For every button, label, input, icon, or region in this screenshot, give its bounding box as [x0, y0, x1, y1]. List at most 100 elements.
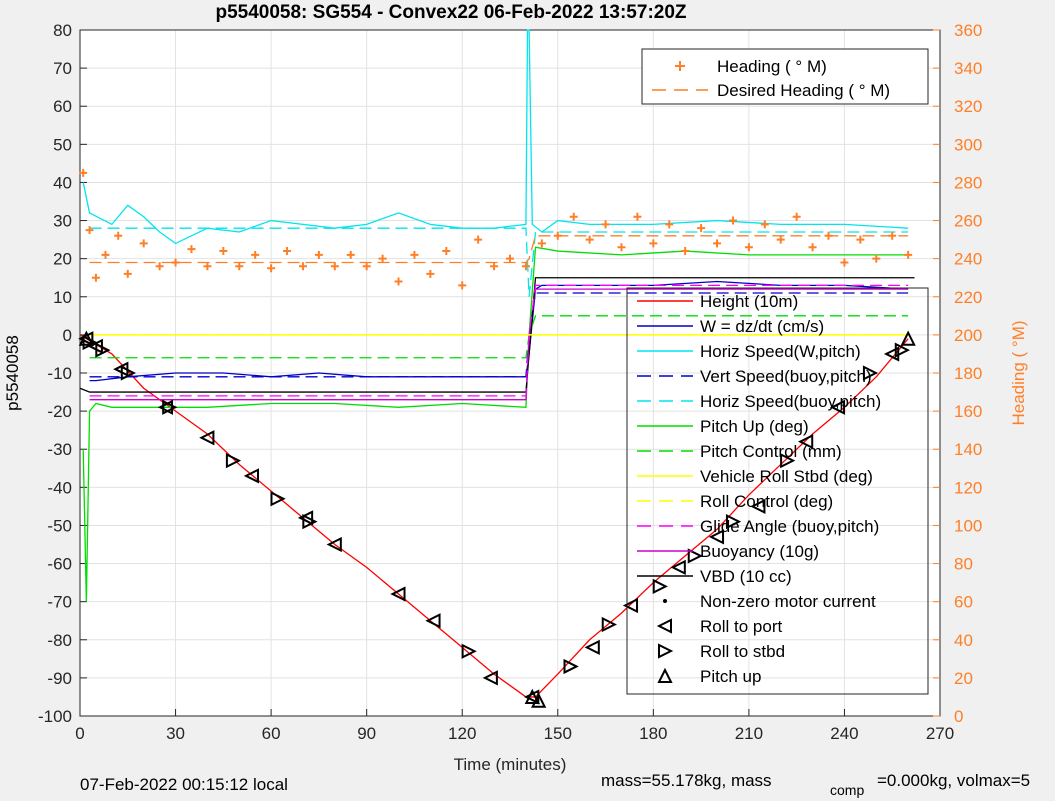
y-tick-label: 50 [53, 135, 72, 154]
y-right-tick-label: 160 [954, 402, 982, 421]
y-tick-label: 60 [53, 97, 72, 116]
roll-port-marker [797, 433, 814, 450]
roll-stbd-marker [725, 514, 742, 530]
legend-label: VBD (10 cc) [700, 567, 792, 586]
heading-point [776, 235, 785, 244]
y-tick-label: 70 [53, 59, 72, 78]
roll-stbd-marker [563, 658, 579, 675]
heading-point [840, 258, 849, 267]
roll-stbd-marker [601, 616, 617, 633]
y-right-tick-label: 360 [954, 21, 982, 40]
legend-label: Horiz Speed(W,pitch) [700, 342, 861, 361]
roll-stbd-marker [120, 365, 137, 381]
heading-point [330, 262, 339, 271]
heading-point [298, 262, 307, 271]
pitch-up-marker [900, 330, 916, 346]
legend-swatch [657, 667, 673, 683]
y-right-tick-label: 100 [954, 516, 982, 535]
y-right-tick-label: 300 [954, 135, 982, 154]
heading-point [760, 220, 769, 229]
roll-port-marker [708, 529, 725, 545]
y-right-tick-label: 280 [954, 173, 982, 192]
roll-stbd-marker [862, 365, 879, 381]
y-axis-label: p5540058 [3, 335, 22, 411]
heading-point [114, 231, 123, 240]
x-tick-label: 150 [544, 724, 572, 743]
heading-point [283, 247, 292, 256]
heading-point [681, 247, 690, 256]
roll-stbd-marker [461, 643, 477, 659]
y-right-tick-label: 340 [954, 59, 982, 78]
legend-swatch [663, 599, 667, 603]
legend-label: Buoyancy (10g) [700, 542, 819, 561]
heading-point [203, 262, 212, 271]
volmax-label: =0.000kg, volmax=5 [877, 771, 1031, 790]
legend-swatch [658, 643, 674, 659]
series-2-line [82, 29, 909, 245]
y-right-tick-label: 120 [954, 478, 982, 497]
roll-port-marker [326, 536, 342, 553]
heading-point [235, 262, 244, 271]
x-tick-label: 120 [448, 724, 476, 743]
roll-port-marker [622, 597, 639, 614]
y-tick-label: 20 [53, 250, 72, 269]
roll-stbd-marker [225, 453, 242, 469]
heading-point [713, 239, 722, 248]
legend-label: Roll to stbd [700, 642, 785, 661]
x-tick-label: 270 [926, 724, 954, 743]
roll-port-marker [199, 430, 215, 446]
legend-label: Pitch Up (deg) [700, 417, 809, 436]
heading-point [744, 243, 753, 252]
heading-point [458, 281, 467, 290]
heading-point [490, 262, 499, 271]
heading-point [665, 220, 674, 229]
heading-point [506, 254, 514, 263]
heading-point [442, 247, 451, 256]
heading-point [728, 216, 737, 225]
heading-point [537, 239, 546, 248]
roll-stbd-marker [687, 548, 703, 564]
y-tick-label: -40 [47, 478, 72, 497]
y-right-tick-label: 60 [954, 593, 973, 612]
x-axis-label: Time (minutes) [454, 755, 567, 774]
y-right-tick-label: 80 [954, 555, 973, 574]
heading-legend-label: Desired Heading ( ° M) [717, 81, 890, 100]
roll-port-marker [78, 331, 94, 347]
heading-legend-box [641, 48, 929, 105]
roll-stbd-marker [162, 399, 178, 415]
y-tick-label: -10 [47, 364, 72, 383]
heading-point [346, 250, 355, 259]
heading-point [808, 243, 817, 252]
legend-label: Vehicle Roll Stbd (deg) [700, 467, 873, 486]
y-tick-label: -20 [47, 402, 72, 421]
legend-label: W = dz/dt (cm/s) [700, 317, 824, 336]
roll-stbd-marker [652, 578, 668, 595]
x-tick-label: 30 [166, 724, 185, 743]
y-right-tick-label: 220 [954, 288, 982, 307]
heading-point [426, 269, 435, 278]
heading-point [378, 254, 387, 263]
y-right-tick-label: 40 [954, 631, 973, 650]
heading-point [155, 262, 164, 271]
heading-point [267, 264, 276, 273]
roll-stbd-marker [302, 514, 318, 530]
heading-point [85, 226, 94, 235]
heading-point [792, 212, 801, 221]
series-3-line [89, 227, 909, 297]
legend-label: Non-zero motor current [700, 592, 876, 611]
y-tick-label: 0 [63, 326, 72, 345]
roll-port-marker [425, 613, 441, 629]
y-right-tick-label: 240 [954, 250, 982, 269]
legend-label: Height (10m) [700, 292, 798, 311]
heading-point [633, 212, 642, 221]
heading-point [123, 269, 132, 278]
y-tick-label: -70 [47, 593, 72, 612]
y-right-tick-label: 140 [954, 440, 982, 459]
legend-label: Roll to port [700, 617, 782, 636]
heading-point [314, 250, 323, 259]
y-tick-label: 80 [53, 21, 72, 40]
heading-point [187, 245, 196, 254]
heading-point [856, 235, 865, 244]
series-13-line [89, 235, 909, 264]
